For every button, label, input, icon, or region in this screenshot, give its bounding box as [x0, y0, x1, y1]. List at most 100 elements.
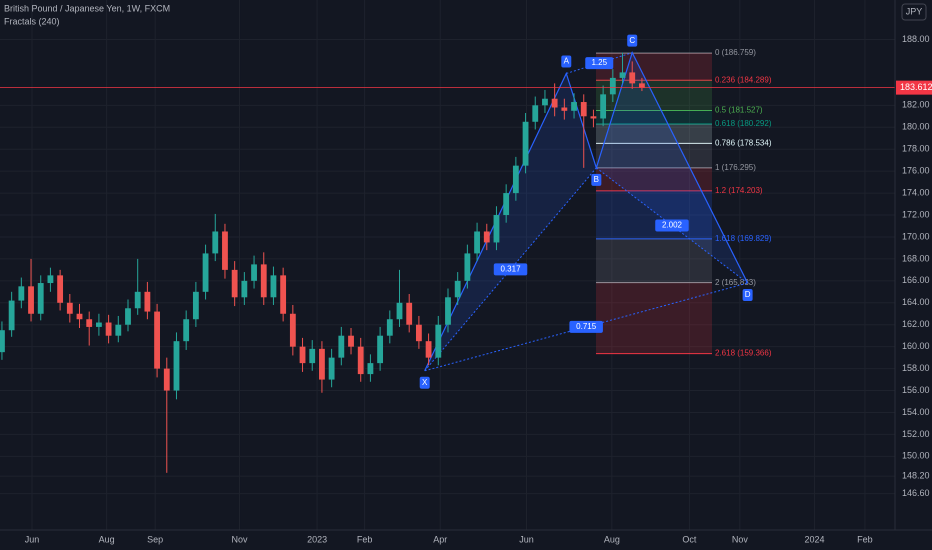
- fib-label: 1 (176.295): [715, 163, 756, 172]
- candle-body: [493, 215, 500, 243]
- ratio-box: [569, 320, 603, 333]
- ratio-box: [655, 219, 689, 232]
- fib-label: 1.618 (169.829): [715, 234, 772, 243]
- fib-label: 1.2 (174.203): [715, 186, 763, 195]
- x-tick-label: Jun: [25, 534, 40, 544]
- candle-body: [47, 275, 54, 284]
- candle-body: [338, 335, 345, 358]
- candle-body: [561, 107, 568, 111]
- pattern-point-label: X: [422, 378, 428, 387]
- candle-body: [173, 341, 180, 391]
- candle-body: [125, 308, 131, 325]
- pattern-area: [596, 52, 748, 284]
- candle-body: [299, 346, 306, 364]
- y-tick-label: 178.00: [902, 144, 930, 154]
- y-tick-label: 156.00: [902, 385, 930, 395]
- y-tick-label: 174.00: [902, 187, 930, 197]
- chart-title: British Pound / Japanese Yen, 1W, FXCM: [4, 3, 170, 13]
- candle-body: [542, 98, 548, 106]
- candle-body: [28, 286, 34, 314]
- candle-body: [629, 72, 636, 84]
- candle-body: [289, 313, 296, 347]
- fib-zone: [596, 124, 712, 144]
- candle-body: [0, 330, 5, 353]
- candle-body: [512, 165, 519, 194]
- y-tick-label: 146.60: [902, 488, 930, 498]
- x-tick-label: Nov: [732, 534, 749, 544]
- candle-body: [580, 102, 587, 117]
- pattern-area: [424, 73, 597, 371]
- x-tick-label: Feb: [857, 534, 873, 544]
- candle-body: [609, 77, 616, 95]
- candle-body: [639, 83, 645, 88]
- fib-zone: [596, 282, 712, 354]
- x-tick-label: Apr: [433, 534, 447, 544]
- candle-body: [241, 280, 248, 298]
- x-tick-label: Sep: [147, 534, 163, 544]
- y-tick-label: 154.00: [902, 407, 930, 417]
- y-tick-label: 182.00: [902, 100, 930, 110]
- candle-body: [445, 297, 451, 325]
- last-price-box: [896, 80, 932, 95]
- candle-body: [551, 98, 558, 108]
- candle-body: [348, 335, 354, 347]
- candle-body: [212, 231, 219, 254]
- ratio-label: 2.002: [662, 221, 683, 230]
- ratio-box: [585, 57, 614, 70]
- candle-body: [503, 193, 510, 216]
- candle-body: [222, 231, 228, 270]
- currency-label: JPY: [906, 6, 923, 16]
- ratio-label: 1.25: [591, 58, 607, 67]
- candle-body: [144, 291, 151, 312]
- currency-button[interactable]: [901, 3, 927, 21]
- pattern-point-label: A: [564, 57, 570, 66]
- candle-body: [251, 264, 257, 281]
- candle-body: [464, 253, 471, 281]
- x-tick-label: Nov: [231, 534, 248, 544]
- candle-body: [590, 116, 597, 119]
- candle-body: [474, 231, 480, 254]
- ratio-box: [493, 263, 528, 276]
- fib-zone: [596, 110, 712, 125]
- last-price-label: 183.612: [900, 82, 932, 92]
- candle-body: [600, 94, 607, 119]
- x-tick-label: Aug: [604, 534, 620, 544]
- candle-body: [86, 319, 93, 327]
- candle-body: [231, 269, 238, 298]
- x-tick-label: Jun: [519, 534, 534, 544]
- fib-label: 2 (165.833): [715, 278, 756, 287]
- candle-body: [435, 324, 442, 358]
- pattern-point: [627, 34, 638, 47]
- candle-body: [619, 72, 626, 78]
- fib-zone: [596, 143, 712, 168]
- fib-label: 0.786 (178.534): [715, 138, 772, 147]
- candle-body: [425, 341, 432, 358]
- fib-label: 0.236 (184.289): [715, 75, 772, 84]
- x-tick-label: Feb: [357, 534, 373, 544]
- ratio-label: 0.317: [501, 264, 522, 273]
- pattern-point-label: D: [745, 290, 751, 299]
- candle-body: [105, 322, 112, 336]
- y-tick-label: 152.00: [902, 429, 930, 439]
- candle-body: [192, 291, 199, 320]
- candle-body: [483, 231, 490, 243]
- x-tick-label: Oct: [682, 534, 697, 544]
- y-tick-label: 168.00: [902, 253, 930, 263]
- candle-body: [571, 102, 577, 111]
- x-tick-label: 2023: [307, 534, 327, 544]
- candle-body: [270, 275, 277, 298]
- candle-body: [18, 286, 25, 301]
- pattern-point-label: C: [629, 36, 635, 45]
- candle-body: [309, 348, 316, 364]
- y-tick-label: 170.00: [902, 231, 930, 241]
- y-tick-label: 188.00: [902, 34, 930, 44]
- candle-body: [454, 280, 461, 298]
- ratio-line: [566, 52, 633, 74]
- indicator-label: Fractals (240): [4, 16, 60, 26]
- fib-label: 2.618 (159.366): [715, 349, 772, 358]
- x-tick-label: Aug: [99, 534, 115, 544]
- pattern-point: [419, 376, 430, 389]
- fib-zone: [596, 238, 712, 283]
- candle-body: [183, 319, 190, 342]
